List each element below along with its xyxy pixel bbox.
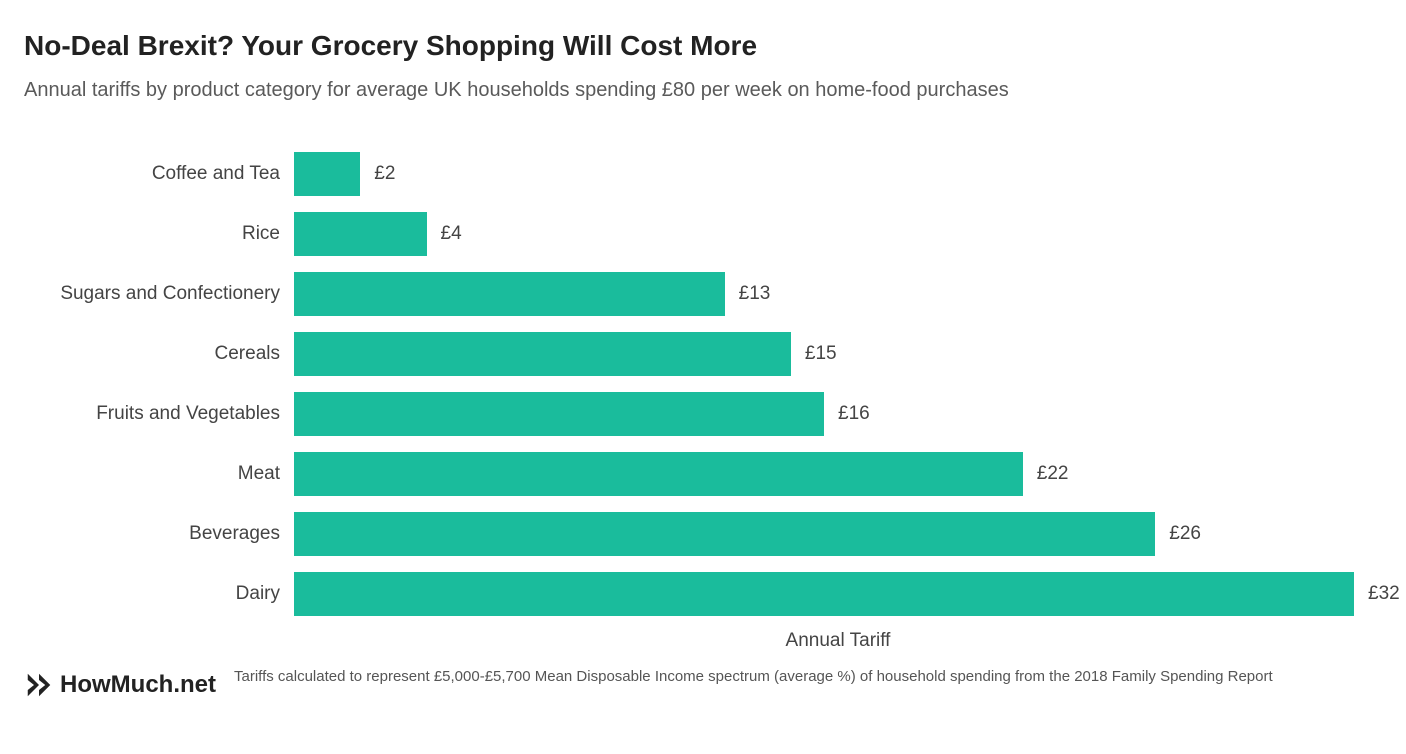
bar-label: Meat bbox=[24, 463, 294, 485]
bar-value: £15 bbox=[791, 343, 837, 365]
bar-track: £4 bbox=[294, 212, 1382, 256]
bar bbox=[294, 152, 360, 196]
bar-track: £15 bbox=[294, 332, 1382, 376]
bar-row: Meat £22 bbox=[24, 444, 1382, 504]
chart-subtitle: Annual tariffs by product category for a… bbox=[24, 76, 1382, 104]
bar-value: £32 bbox=[1354, 583, 1400, 605]
bar-value: £22 bbox=[1023, 463, 1069, 485]
bar-track: £22 bbox=[294, 452, 1382, 496]
chart-title: No-Deal Brexit? Your Grocery Shopping Wi… bbox=[24, 30, 1382, 62]
bar-track: £26 bbox=[294, 512, 1382, 556]
logo-icon bbox=[24, 670, 54, 700]
bar-label: Coffee and Tea bbox=[24, 163, 294, 185]
bar-row: Rice £4 bbox=[24, 204, 1382, 264]
logo: HowMuch.net bbox=[24, 666, 216, 700]
bar bbox=[294, 272, 725, 316]
bar bbox=[294, 212, 427, 256]
footer: HowMuch.net Tariffs calculated to repres… bbox=[24, 666, 1382, 700]
bar bbox=[294, 452, 1023, 496]
bar-label: Rice bbox=[24, 223, 294, 245]
logo-text: HowMuch.net bbox=[60, 671, 216, 699]
bar-row: Beverages £26 bbox=[24, 504, 1382, 564]
bar bbox=[294, 392, 824, 436]
bar-label: Fruits and Vegetables bbox=[24, 403, 294, 425]
bar-row: Fruits and Vegetables £16 bbox=[24, 384, 1382, 444]
bar-label: Dairy bbox=[24, 583, 294, 605]
bar-track: £32 bbox=[294, 572, 1400, 616]
bar bbox=[294, 512, 1155, 556]
bar-row: Coffee and Tea £2 bbox=[24, 144, 1382, 204]
footnote: Tariffs calculated to represent £5,000-£… bbox=[234, 666, 1273, 688]
bar-track: £16 bbox=[294, 392, 1382, 436]
bar-value: £26 bbox=[1155, 523, 1201, 545]
bar-track: £2 bbox=[294, 152, 1382, 196]
bar-row: Dairy£32 bbox=[24, 564, 1382, 624]
bar-value: £4 bbox=[427, 223, 462, 245]
bar-label: Beverages bbox=[24, 523, 294, 545]
bar-label: Cereals bbox=[24, 343, 294, 365]
bar-row: Cereals £15 bbox=[24, 324, 1382, 384]
chart-area: Coffee and Tea £2 Rice £4 Sugars and Confect… bbox=[24, 144, 1382, 624]
bar-label: Sugars and Confectionery bbox=[24, 283, 294, 305]
bar-row: Sugars and Confectionery £13 bbox=[24, 264, 1382, 324]
bar-track: £13 bbox=[294, 272, 1382, 316]
bar bbox=[294, 572, 1354, 616]
bar bbox=[294, 332, 791, 376]
bar-value: £16 bbox=[824, 403, 870, 425]
bar-value: £13 bbox=[725, 283, 771, 305]
x-axis-label: Annual Tariff bbox=[24, 630, 1382, 652]
bar-value: £2 bbox=[360, 163, 395, 185]
